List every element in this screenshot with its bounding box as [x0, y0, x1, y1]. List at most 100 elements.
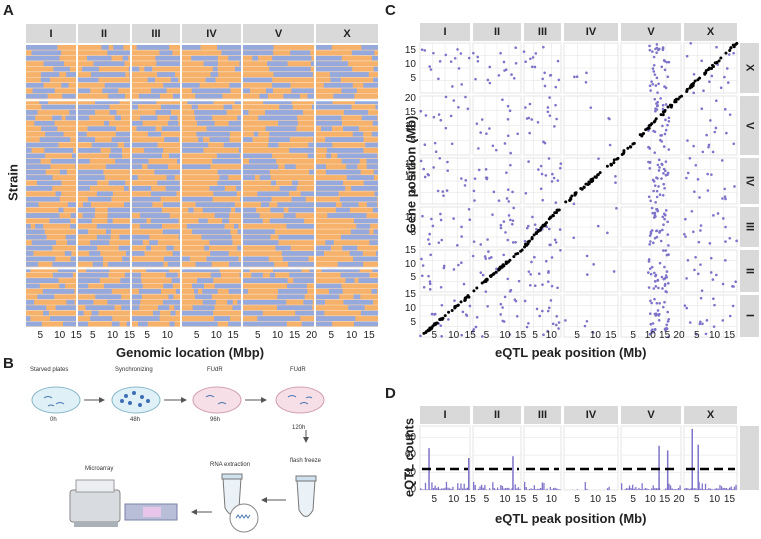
- genotype-segment: [221, 50, 241, 56]
- cis-eqtl-point: [530, 237, 534, 241]
- genotype-segment: [146, 267, 169, 273]
- trans-eqtl-point: [659, 134, 662, 137]
- tick-d-x-IV-5: 5: [574, 494, 580, 505]
- trans-eqtl-point: [666, 320, 670, 323]
- trans-eqtl-point: [665, 270, 669, 273]
- missing-row: [132, 267, 180, 270]
- genotype-segment: [126, 321, 130, 327]
- trans-eqtl-point: [682, 232, 686, 236]
- count-bar: [732, 489, 734, 490]
- genotype-segment: [86, 55, 112, 61]
- trans-eqtl-point: [649, 299, 652, 303]
- trans-eqtl-point: [653, 184, 657, 187]
- genotype-segment: [284, 164, 296, 170]
- genotype-segment: [291, 88, 314, 94]
- trans-eqtl-point: [652, 70, 656, 73]
- genotype-segment: [132, 164, 143, 170]
- tick-d-x-II-10: 10: [499, 494, 511, 505]
- trans-eqtl-point: [555, 117, 558, 121]
- cis-eqtl-point: [475, 286, 479, 290]
- count-bar: [541, 482, 543, 490]
- genotype-segment: [360, 310, 378, 316]
- cis-eqtl-point: [728, 48, 732, 52]
- cis-eqtl-point: [584, 182, 588, 186]
- genotype-segment: [67, 202, 76, 208]
- count-bar: [445, 481, 448, 490]
- genotype-segment: [243, 310, 263, 316]
- genotype-segment: [182, 142, 209, 148]
- count-bar: [677, 488, 680, 490]
- genotype-segment: [335, 207, 350, 213]
- trans-eqtl-point: [439, 285, 443, 289]
- genotype-segment: [102, 88, 119, 94]
- trans-eqtl-point: [692, 91, 695, 95]
- trans-eqtl-point: [483, 255, 487, 258]
- genotype-segment: [121, 305, 130, 311]
- trans-eqtl-point: [686, 139, 689, 142]
- trans-eqtl-point: [428, 65, 431, 68]
- trans-eqtl-point: [648, 84, 652, 88]
- trans-eqtl-point: [428, 288, 432, 291]
- strip-d-III: III: [524, 406, 561, 424]
- cis-eqtl-point: [640, 134, 644, 138]
- trans-eqtl-point: [556, 59, 560, 63]
- genotype-segment: [115, 158, 130, 164]
- genotype-segment: [66, 299, 75, 305]
- trans-eqtl-point: [438, 60, 442, 63]
- genotype-segment: [125, 251, 130, 256]
- trans-eqtl-point: [501, 306, 504, 309]
- genotype-segment: [326, 148, 364, 153]
- trans-eqtl-point: [473, 199, 476, 202]
- count-bar: [644, 487, 646, 490]
- count-bar: [674, 488, 676, 490]
- trans-eqtl-point: [437, 113, 441, 116]
- strip-c-col-X: X: [684, 23, 737, 41]
- cis-eqtl-point: [501, 263, 505, 267]
- count-bar: [717, 488, 720, 490]
- trans-eqtl-point: [503, 69, 506, 72]
- plate-fudr-96h-icon: [192, 386, 242, 414]
- genotype-segment: [191, 88, 231, 94]
- tick-a-I-10: 10: [54, 330, 66, 341]
- trans-eqtl-point: [654, 285, 658, 288]
- genotype-segment: [41, 126, 58, 132]
- trans-eqtl-point: [700, 289, 704, 292]
- genotype-segment: [316, 245, 332, 251]
- genotype-segment: [40, 72, 60, 77]
- trans-eqtl-point: [666, 310, 670, 314]
- genotype-segment: [325, 169, 361, 175]
- genotype-segment: [265, 126, 297, 132]
- cis-eqtl-point: [605, 164, 609, 168]
- cis-eqtl-point: [488, 274, 492, 278]
- trans-eqtl-point: [555, 314, 559, 318]
- trans-eqtl-point: [553, 125, 556, 128]
- genotype-segment: [101, 45, 109, 50]
- tick-a-II-10: 10: [106, 330, 119, 341]
- genotype-segment: [78, 104, 110, 110]
- trans-eqtl-point: [450, 142, 454, 146]
- trans-eqtl-point: [432, 166, 435, 169]
- count-bar: [440, 488, 443, 490]
- trans-eqtl-point: [656, 309, 660, 312]
- trans-eqtl-point: [648, 332, 652, 336]
- trans-eqtl-point: [421, 214, 424, 218]
- genotype-segment: [26, 261, 39, 267]
- trans-eqtl-point: [514, 61, 518, 65]
- genotype-segment: [132, 207, 162, 213]
- trans-eqtl-point: [546, 110, 550, 114]
- trans-eqtl-point: [436, 189, 440, 193]
- genotype-segment: [212, 158, 241, 164]
- count-bar: [460, 483, 462, 490]
- trans-eqtl-point: [535, 227, 538, 231]
- count-bar: [716, 488, 718, 490]
- genotype-segment: [286, 223, 314, 229]
- count-bar: [630, 487, 632, 490]
- genotype-segment: [78, 321, 88, 327]
- strip-a-III: III: [132, 24, 180, 43]
- trans-eqtl-point: [648, 44, 651, 48]
- genotype-segment: [136, 45, 170, 50]
- trans-eqtl-point: [709, 271, 713, 274]
- trans-eqtl-point: [504, 231, 507, 234]
- trans-eqtl-point: [490, 256, 493, 259]
- genotype-segment: [26, 229, 45, 235]
